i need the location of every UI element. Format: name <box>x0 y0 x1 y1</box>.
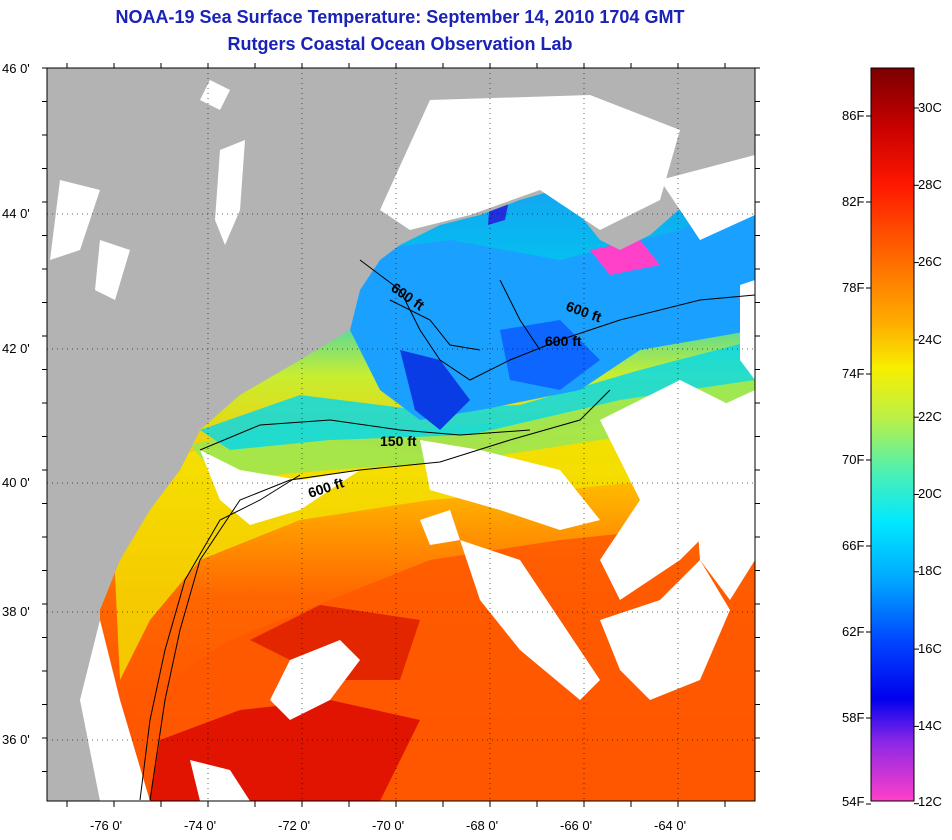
colorbar-f-label: 58F <box>842 710 865 725</box>
land-mass <box>47 68 755 801</box>
lon-tick-label: -66 0' <box>560 818 593 833</box>
map-title: NOAA-19 Sea Surface Temperature: Septemb… <box>115 7 685 27</box>
lon-tick-label: -64 0' <box>654 818 687 833</box>
colorbar-f-label: 66F <box>842 538 865 553</box>
lon-tick-label: -74 0' <box>184 818 217 833</box>
colorbar-f-label: 78F <box>842 280 865 295</box>
colorbar-c-label: 12C <box>918 794 942 809</box>
lat-tick-label: 40 0' <box>2 475 30 490</box>
colorbar <box>870 67 915 802</box>
colorbar-c-label: 20C <box>918 486 942 501</box>
colorbar-c-label: 18C <box>918 563 942 578</box>
lat-tick-label: 44 0' <box>2 206 30 221</box>
lon-tick-label: -72 0' <box>278 818 311 833</box>
colorbar-c-label: 22C <box>918 409 942 424</box>
colorbar-c-label: 28C <box>918 177 942 192</box>
cloud-cover <box>50 80 755 801</box>
colorbar-c-label: 26C <box>918 254 942 269</box>
lat-tick-label: 36 0' <box>2 732 30 747</box>
colorbar-f-label: 70F <box>842 452 865 467</box>
lon-tick-label: -68 0' <box>466 818 499 833</box>
tick-marks <box>42 63 760 807</box>
lon-tick-label: -76 0' <box>90 818 123 833</box>
sst-imagery <box>47 68 755 801</box>
colorbar-f-label: 54F <box>842 794 865 809</box>
map-subtitle: Rutgers Coastal Ocean Observation Lab <box>227 34 573 54</box>
colorbar-c-label: 16C <box>918 641 942 656</box>
colorbar-ticks <box>866 107 919 805</box>
depth-contours <box>139 259 755 801</box>
colorbar-f-label: 82F <box>842 194 865 209</box>
colorbar-f-label: 62F <box>842 624 865 639</box>
contour-label: 150 ft <box>380 433 417 449</box>
contour-label: 600 ft <box>545 333 582 349</box>
colorbar-c-label: 24C <box>918 332 942 347</box>
colorbar-c-label: 14C <box>918 718 942 733</box>
grid-lines <box>47 68 755 801</box>
lat-tick-label: 38 0' <box>2 604 30 619</box>
colorbar-c-label: 30C <box>918 100 942 115</box>
lat-tick-label: 46 0' <box>2 61 30 76</box>
map-frame <box>46 67 756 802</box>
colorbar-f-label: 86F <box>842 108 865 123</box>
lat-tick-label: 42 0' <box>2 341 30 356</box>
lon-tick-label: -70 0' <box>372 818 405 833</box>
colorbar-f-label: 74F <box>842 366 865 381</box>
